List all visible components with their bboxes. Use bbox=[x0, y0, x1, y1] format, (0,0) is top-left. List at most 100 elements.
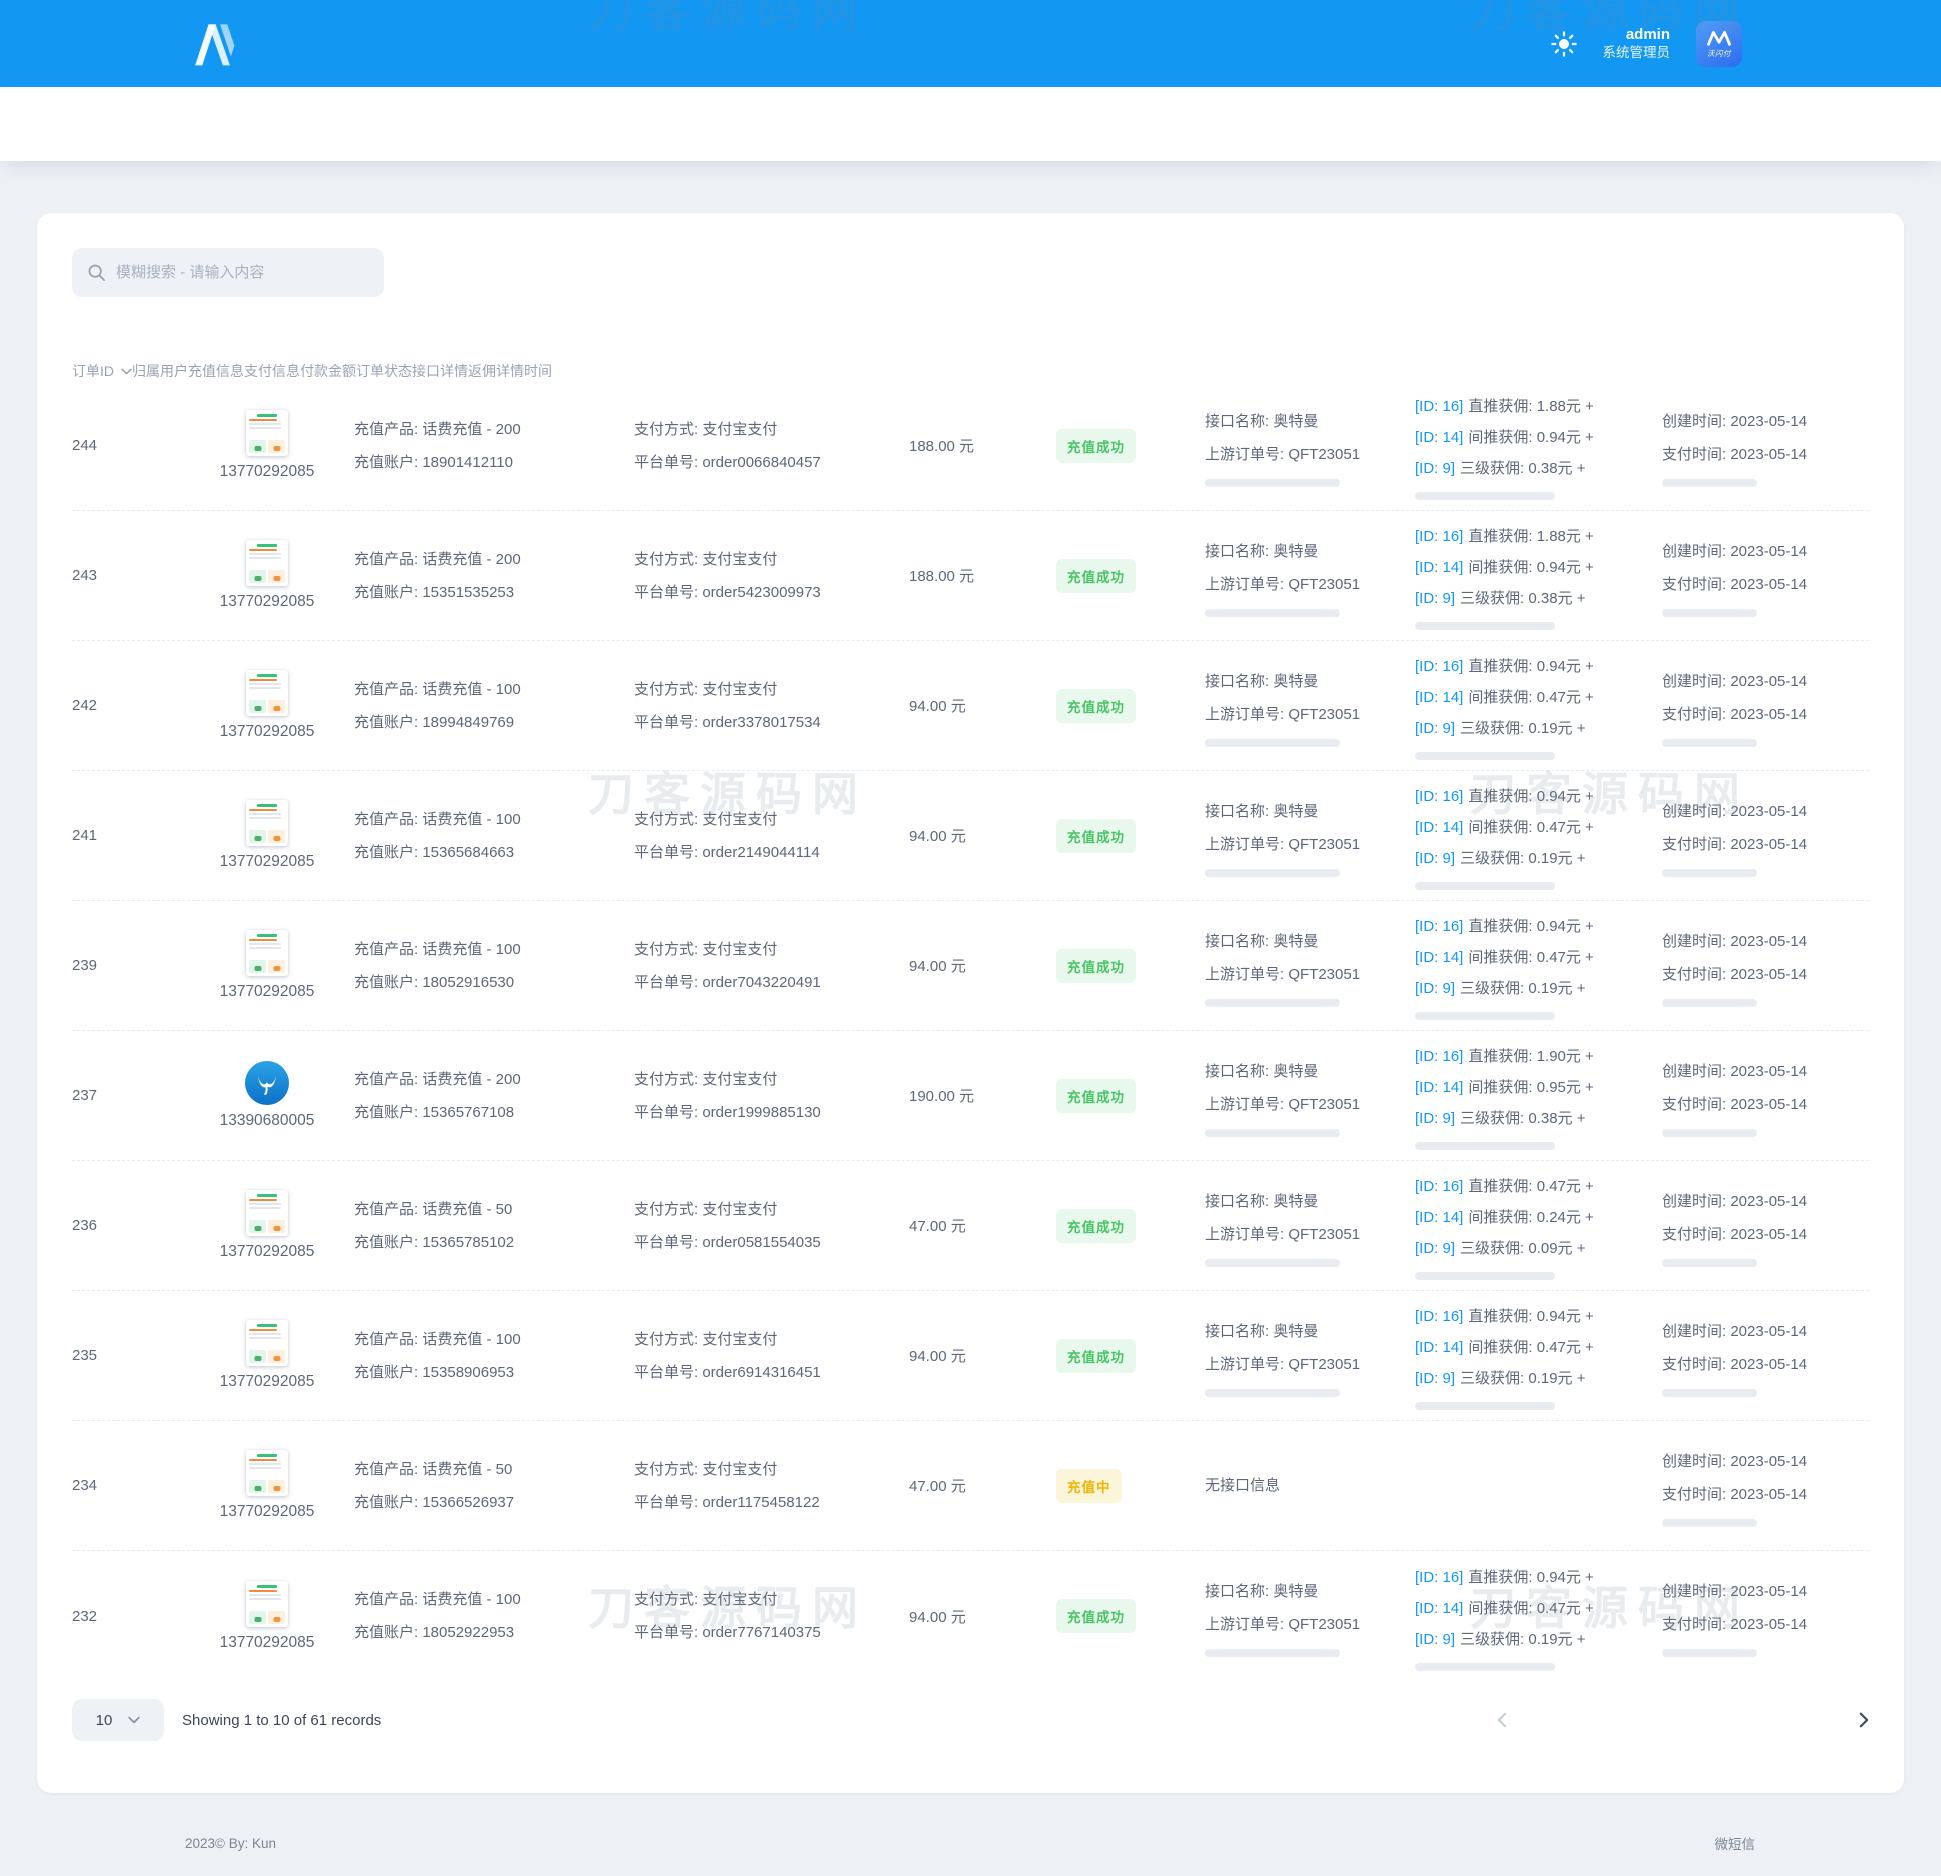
paid-time: 支付时间: 2023-05-14 bbox=[1662, 1355, 1808, 1373]
commission-id-link[interactable]: [ID: 16] bbox=[1415, 528, 1464, 545]
time-cell: 创建时间: 2023-05-14 支付时间: 2023-05-14 bbox=[1650, 405, 1869, 487]
commission-id-link[interactable]: [ID: 14] bbox=[1415, 1079, 1464, 1096]
h-scrollbar-thumb[interactable] bbox=[1662, 478, 1757, 487]
commission-id-link[interactable]: [ID: 9] bbox=[1415, 850, 1456, 867]
commission-id-link[interactable]: [ID: 9] bbox=[1415, 980, 1456, 997]
h-scrollbar-thumb[interactable] bbox=[1662, 868, 1757, 877]
commission-line: [ID: 9] 三级获佣: 0.19元 + bbox=[1415, 973, 1650, 1004]
commission-id-link[interactable]: [ID: 16] bbox=[1415, 918, 1464, 935]
subnav-tab[interactable] bbox=[183, 111, 225, 137]
h-scrollbar-thumb[interactable] bbox=[1415, 492, 1555, 500]
h-scrollbar-thumb[interactable] bbox=[1205, 1388, 1340, 1397]
commission-id-link[interactable]: [ID: 14] bbox=[1415, 1339, 1464, 1356]
column-header: 返佣详情 bbox=[468, 361, 524, 381]
commission-id-link[interactable]: [ID: 9] bbox=[1415, 720, 1456, 737]
h-scrollbar-thumb[interactable] bbox=[1662, 1128, 1757, 1137]
h-scrollbar-thumb[interactable] bbox=[1415, 882, 1555, 890]
h-scrollbar-thumb[interactable] bbox=[1662, 1258, 1757, 1267]
search-box[interactable] bbox=[72, 248, 384, 297]
h-scrollbar-thumb[interactable] bbox=[1662, 1518, 1757, 1527]
next-page-button[interactable] bbox=[1859, 1712, 1869, 1728]
h-scrollbar-thumb[interactable] bbox=[1205, 998, 1340, 1007]
commission-id-link[interactable]: [ID: 14] bbox=[1415, 429, 1464, 446]
recharge-product: 充值产品: 话费充值 - 100 bbox=[354, 680, 521, 698]
h-scrollbar-thumb[interactable] bbox=[1415, 622, 1555, 630]
h-scrollbar-thumb[interactable] bbox=[1205, 608, 1340, 617]
upstream-order-no: 上游订单号: QFT23051 bbox=[1205, 835, 1361, 853]
commission-id-link[interactable]: [ID: 9] bbox=[1415, 1110, 1456, 1127]
user-avatar-thumbnail[interactable] bbox=[246, 670, 288, 716]
commission-id-link[interactable]: [ID: 16] bbox=[1415, 398, 1464, 415]
h-scrollbar-thumb[interactable] bbox=[1415, 1012, 1555, 1020]
user-avatar-thumbnail[interactable] bbox=[246, 540, 288, 586]
user-phone: 13770292085 bbox=[219, 463, 315, 480]
commission-id-link[interactable]: [ID: 16] bbox=[1415, 1048, 1464, 1065]
theme-toggle[interactable] bbox=[1550, 30, 1577, 57]
status-badge: 充值中 bbox=[1056, 1468, 1122, 1503]
sort-chevron-down-icon[interactable] bbox=[121, 368, 132, 375]
commission-id-link[interactable]: [ID: 16] bbox=[1415, 1568, 1464, 1586]
commission-line: [ID: 14] 间推获佣: 0.24元 + bbox=[1415, 1202, 1650, 1233]
avatar-m-logo-icon bbox=[1707, 30, 1731, 46]
h-scrollbar-thumb[interactable] bbox=[1205, 478, 1340, 487]
h-scrollbar-thumb[interactable] bbox=[1415, 1142, 1555, 1150]
h-scrollbar-thumb[interactable] bbox=[1205, 1649, 1340, 1657]
user-avatar-thumbnail[interactable] bbox=[246, 410, 288, 456]
commission-id-link[interactable]: [ID: 14] bbox=[1415, 819, 1464, 836]
telecom-logo-avatar[interactable] bbox=[245, 1061, 289, 1105]
commission-id-link[interactable]: [ID: 14] bbox=[1415, 559, 1464, 576]
user-avatar-thumbnail[interactable] bbox=[246, 1190, 288, 1236]
user-avatar-thumbnail[interactable] bbox=[246, 800, 288, 846]
user-avatar-thumbnail[interactable] bbox=[246, 930, 288, 976]
h-scrollbar-thumb[interactable] bbox=[1662, 608, 1757, 617]
commission-id-link[interactable]: [ID: 14] bbox=[1415, 949, 1464, 966]
commission-id-link[interactable]: [ID: 14] bbox=[1415, 1599, 1464, 1617]
recharge-account: 充值账户: 18052922953 bbox=[354, 1624, 515, 1641]
order-id: 235 bbox=[72, 1347, 98, 1364]
h-scrollbar-thumb[interactable] bbox=[1205, 1258, 1340, 1267]
order-status-cell: 充值成功 bbox=[1044, 948, 1193, 983]
user-avatar[interactable]: 沃闪付 bbox=[1696, 20, 1742, 67]
payment-info-cell: 支付方式: 支付宝支付 平台单号: order3378017534 bbox=[622, 673, 897, 739]
commission-id-link[interactable]: [ID: 9] bbox=[1415, 1240, 1456, 1257]
h-scrollbar-thumb[interactable] bbox=[1205, 738, 1340, 747]
h-scrollbar-thumb[interactable] bbox=[1662, 1388, 1757, 1397]
subnav-tab[interactable] bbox=[253, 111, 295, 137]
h-scrollbar-thumb[interactable] bbox=[1205, 1128, 1340, 1137]
h-scrollbar-thumb[interactable] bbox=[1662, 1649, 1757, 1657]
h-scrollbar-thumb[interactable] bbox=[1415, 1402, 1555, 1410]
commission-line: [ID: 16] 直推获佣: 1.90元 + bbox=[1415, 1041, 1650, 1072]
prev-page-button[interactable] bbox=[1497, 1712, 1507, 1728]
commission-id-link[interactable]: [ID: 9] bbox=[1415, 460, 1456, 477]
user-avatar-thumbnail[interactable] bbox=[246, 1580, 288, 1627]
user-avatar-thumbnail[interactable] bbox=[246, 1450, 288, 1496]
commission-id-link[interactable]: [ID: 16] bbox=[1415, 1308, 1464, 1325]
commission-line: [ID: 16] 直推获佣: 0.94元 + bbox=[1415, 1301, 1650, 1332]
commission-id-link[interactable]: [ID: 16] bbox=[1415, 658, 1464, 675]
commission-text: 三级获佣: 0.38元 + bbox=[1460, 590, 1586, 607]
h-scrollbar-thumb[interactable] bbox=[1415, 1662, 1555, 1671]
paid-time: 支付时间: 2023-05-14 bbox=[1662, 1616, 1808, 1633]
search-icon bbox=[88, 264, 105, 281]
commission-id-link[interactable]: [ID: 14] bbox=[1415, 689, 1464, 706]
page-size-select[interactable]: 10 bbox=[72, 1699, 164, 1741]
footer-link[interactable]: 微短信 bbox=[1714, 1837, 1756, 1852]
commission-id-link[interactable]: [ID: 9] bbox=[1415, 1630, 1456, 1648]
commission-id-link[interactable]: [ID: 9] bbox=[1415, 1370, 1456, 1387]
h-scrollbar-thumb[interactable] bbox=[1662, 738, 1757, 747]
recharge-account: 充值账户: 15351535253 bbox=[354, 583, 515, 601]
commission-line: [ID: 9] 三级获佣: 0.38元 + bbox=[1415, 453, 1650, 484]
commission-id-link[interactable]: [ID: 16] bbox=[1415, 1178, 1464, 1195]
owner-user-cell: 13770292085 bbox=[192, 800, 342, 871]
h-scrollbar-thumb[interactable] bbox=[1415, 1272, 1555, 1280]
commission-id-link[interactable]: [ID: 9] bbox=[1415, 590, 1456, 607]
search-input[interactable] bbox=[116, 264, 369, 281]
h-scrollbar-thumb[interactable] bbox=[1415, 752, 1555, 760]
commission-id-link[interactable]: [ID: 16] bbox=[1415, 788, 1464, 805]
commission-detail-cell: [ID: 16] 直推获佣: 0.94元 + [ID: 14] 间推获佣: 0.47… bbox=[1403, 651, 1650, 760]
h-scrollbar-thumb[interactable] bbox=[1205, 868, 1340, 877]
app-logo[interactable] bbox=[186, 19, 240, 69]
h-scrollbar-thumb[interactable] bbox=[1662, 998, 1757, 1007]
commission-id-link[interactable]: [ID: 14] bbox=[1415, 1209, 1464, 1226]
user-avatar-thumbnail[interactable] bbox=[246, 1320, 288, 1366]
